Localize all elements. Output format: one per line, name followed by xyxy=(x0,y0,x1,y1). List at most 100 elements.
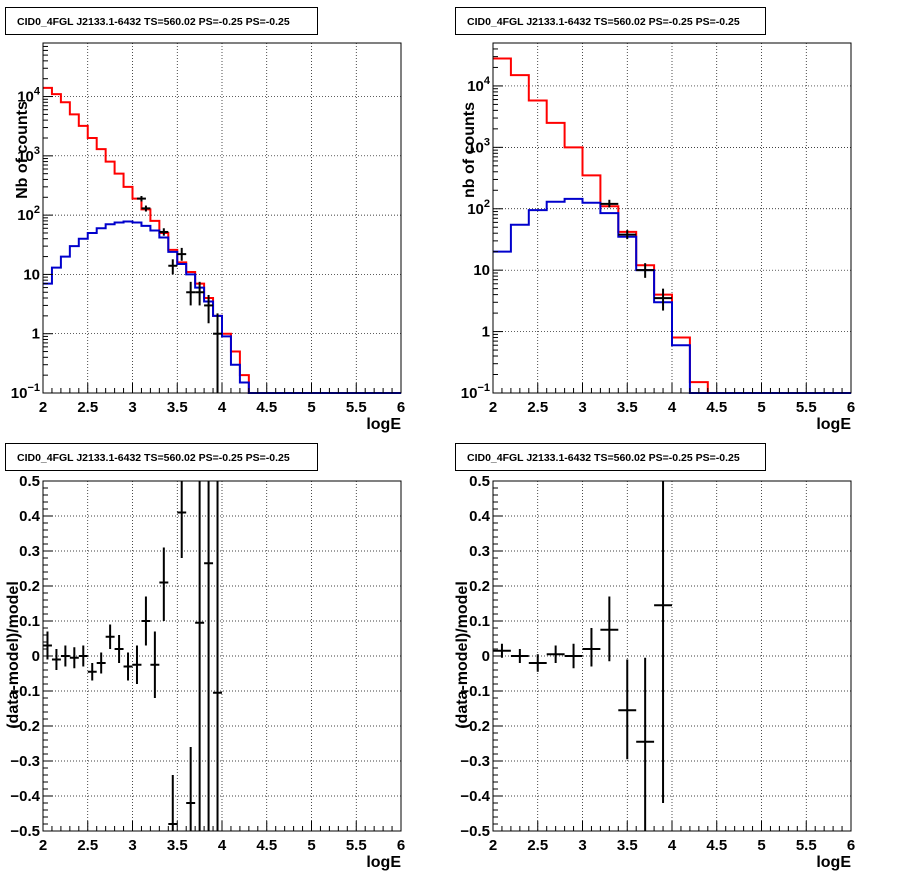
data-point xyxy=(105,624,115,649)
data-point xyxy=(213,481,222,831)
chart-title: CID0_4FGL J2133.1-6432 TS=560.02 PS=-0.2… xyxy=(467,16,740,28)
x-tick-label: 4.5 xyxy=(256,399,277,416)
title-box xyxy=(455,443,766,471)
data-point xyxy=(618,230,637,240)
x-axis-label: logE xyxy=(366,416,401,433)
y-tick-label: 0.5 xyxy=(469,473,490,490)
x-tick-label: 3.5 xyxy=(167,837,188,854)
y-tick-label: −0.1 xyxy=(10,683,40,700)
data-point xyxy=(177,247,187,261)
y-tick-label: 104 xyxy=(467,75,491,95)
y-tick-label: 1 xyxy=(482,324,490,341)
y-tick-label: 1 xyxy=(32,326,40,343)
chart-title: CID0_4FGL J2133.1-6432 TS=560.02 PS=-0.2… xyxy=(17,16,290,28)
x-tick-label: 4 xyxy=(668,837,677,854)
x-tick-label: 4.5 xyxy=(706,399,727,416)
data-point xyxy=(204,294,214,324)
x-tick-label: 3.5 xyxy=(167,399,188,416)
x-tick-label: 5.5 xyxy=(346,399,367,416)
x-tick-label: 5 xyxy=(757,837,765,854)
data-point xyxy=(141,596,151,646)
data-point xyxy=(618,659,637,760)
data-point xyxy=(96,652,106,674)
x-tick-label: 5 xyxy=(757,399,765,416)
x-axis-label: logE xyxy=(816,416,851,433)
y-axis-label: nb of counts xyxy=(461,102,478,198)
data-point xyxy=(654,481,672,803)
y-tick-label: −0.4 xyxy=(460,788,490,805)
x-tick-label: 3 xyxy=(128,837,136,854)
x-tick-label: 2 xyxy=(39,837,47,854)
chart-title: CID0_4FGL J2133.1-6432 TS=560.02 PS=-0.2… xyxy=(17,452,290,464)
data-point xyxy=(60,645,70,667)
y-tick-label: 10−1 xyxy=(461,382,490,402)
y-tick-label: −0.3 xyxy=(460,753,490,770)
x-tick-label: 5 xyxy=(307,837,315,854)
y-tick-label: 0.4 xyxy=(469,508,491,525)
chart-1: CID0_4FGL J2133.1-6432 TS=560.02 PS=-0.2… xyxy=(5,7,405,433)
x-tick-label: 6 xyxy=(397,837,405,854)
data-point xyxy=(87,663,97,681)
title-box xyxy=(5,443,318,471)
x-tick-label: 2.5 xyxy=(527,399,548,416)
data-point xyxy=(600,199,619,208)
data-point xyxy=(510,649,529,663)
x-tick-label: 4 xyxy=(218,399,227,416)
x-tick-label: 5 xyxy=(307,399,315,416)
y-tick-label: 0.2 xyxy=(19,578,40,595)
data-point xyxy=(159,228,169,236)
y-axis-label: (data-model)/model xyxy=(454,581,471,729)
y-tick-label: −0.1 xyxy=(460,683,490,700)
data-point xyxy=(582,628,601,667)
x-tick-label: 5.5 xyxy=(346,837,367,854)
y-tick-label: 10 xyxy=(23,266,40,283)
x-tick-label: 4.5 xyxy=(256,837,277,854)
y-tick-label: 0.2 xyxy=(469,578,490,595)
data-point xyxy=(51,649,61,670)
data-point xyxy=(204,481,214,831)
x-tick-label: 3.5 xyxy=(617,399,638,416)
y-axis-label: (data-model)/model xyxy=(5,581,22,729)
x-tick-label: 2 xyxy=(39,399,47,416)
y-tick-label: 0.4 xyxy=(19,508,41,525)
data-point xyxy=(159,547,169,621)
data-point xyxy=(195,281,205,306)
x-tick-label: 2.5 xyxy=(527,837,548,854)
x-tick-label: 2 xyxy=(489,399,497,416)
chart-4: CID0_4FGL J2133.1-6432 TS=560.02 PS=-0.2… xyxy=(454,443,855,871)
data-point xyxy=(195,481,205,831)
data-point xyxy=(654,288,672,311)
data-point xyxy=(564,643,583,669)
y-tick-label: −0.3 xyxy=(10,753,40,770)
data-point xyxy=(186,747,196,831)
x-tick-label: 6 xyxy=(847,837,855,854)
model-source-histogram xyxy=(43,220,401,394)
data-point xyxy=(132,645,142,684)
x-tick-label: 4.5 xyxy=(706,837,727,854)
x-axis-label: logE xyxy=(816,854,851,871)
y-axis-label: Nb of counts xyxy=(14,101,31,199)
x-tick-label: 2 xyxy=(489,837,497,854)
x-tick-label: 4 xyxy=(668,399,677,416)
data-point xyxy=(600,596,619,662)
y-tick-label: 10−1 xyxy=(11,382,40,402)
data-point xyxy=(186,281,196,306)
data-point xyxy=(136,196,146,202)
y-tick-label: −0.2 xyxy=(460,718,490,735)
y-tick-label: 0 xyxy=(482,648,490,665)
y-tick-label: 0.3 xyxy=(469,543,490,560)
y-tick-label: 102 xyxy=(467,198,490,218)
x-tick-label: 5.5 xyxy=(796,399,817,416)
x-tick-label: 6 xyxy=(397,399,405,416)
chart-title: CID0_4FGL J2133.1-6432 TS=560.02 PS=-0.2… xyxy=(467,452,740,464)
chart-3: CID0_4FGL J2133.1-6432 TS=560.02 PS=-0.2… xyxy=(5,443,405,871)
x-tick-label: 3.5 xyxy=(617,837,638,854)
data-point xyxy=(636,263,655,278)
title-box xyxy=(5,7,318,35)
chart-2: CID0_4FGL J2133.1-6432 TS=560.02 PS=-0.2… xyxy=(455,7,855,433)
x-tick-label: 6 xyxy=(847,399,855,416)
data-point xyxy=(114,635,124,663)
y-tick-label: 0.1 xyxy=(19,613,40,630)
x-tick-label: 3 xyxy=(578,837,586,854)
